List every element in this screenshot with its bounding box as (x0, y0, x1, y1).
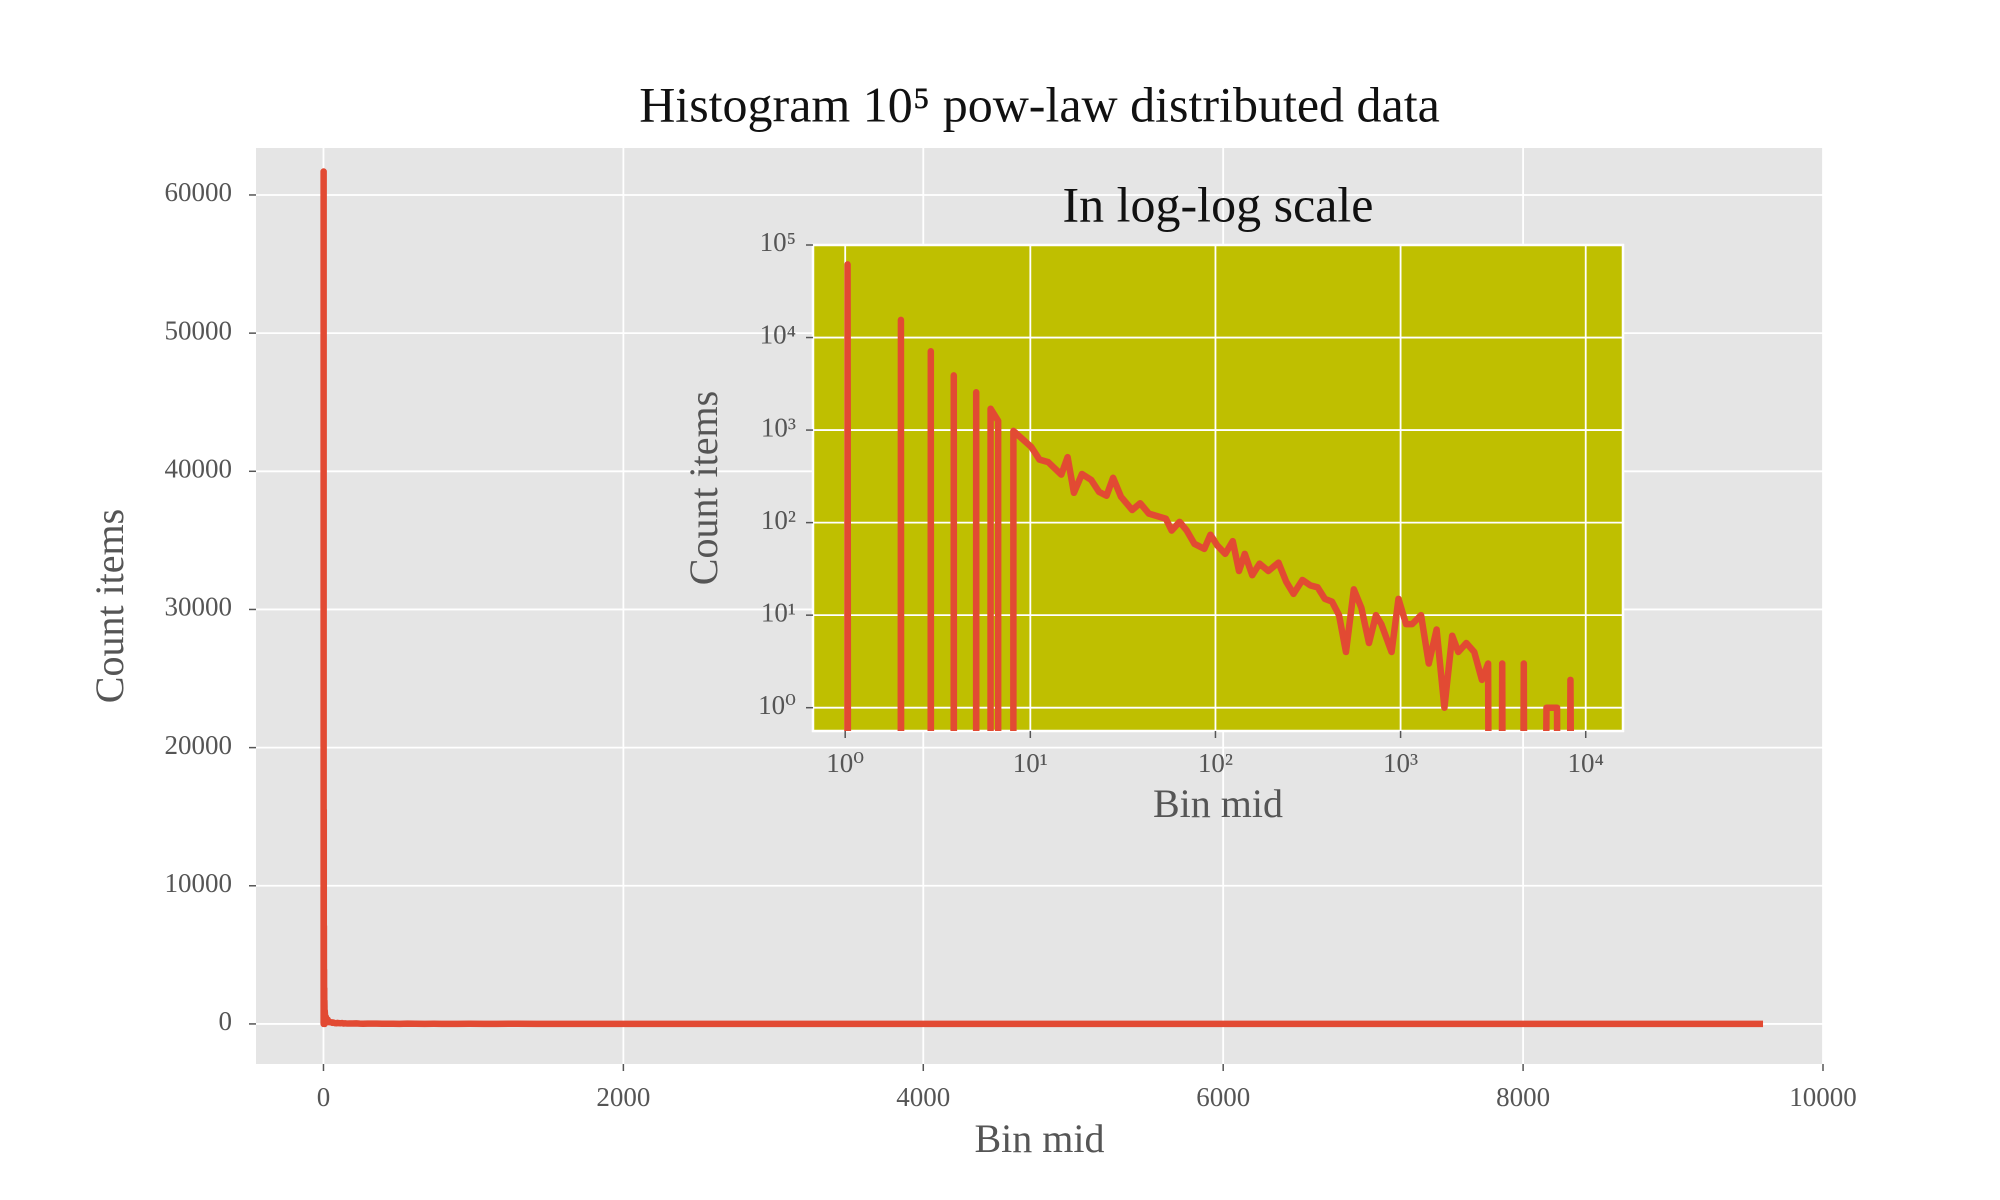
y-tick-label: 40000 (165, 453, 233, 483)
chart-title: Histogram 10⁵ pow-law distributed data (639, 76, 1440, 132)
y-tick-label: 10¹ (761, 597, 796, 627)
series-line (320, 168, 1764, 1028)
x-tick-label: 10⁰ (826, 748, 864, 778)
subplot: 10⁰ 10¹ 10² 10³ 10⁴ 10⁰ 10¹ 10² 10³ 10⁴ 10⁵ In log-… (681, 176, 1625, 826)
y-tick-label: 30000 (165, 592, 233, 622)
y-tick-label: 0 (219, 1006, 233, 1036)
y-tick-label: 10² (761, 505, 796, 535)
x-tick-label: 8000 (1496, 1082, 1550, 1112)
y-axis-label: Count items (681, 391, 726, 585)
x-tick-label: 10³ (1383, 748, 1418, 778)
series-line (844, 261, 1574, 731)
x-tick-label: 6000 (1196, 1082, 1250, 1112)
x-axis-label: Bin mid (974, 1116, 1104, 1161)
x-tick-label: 10² (1198, 748, 1233, 778)
chart-title: In log-log scale (1062, 176, 1373, 232)
x-tick-label: 0 (317, 1082, 331, 1112)
y-tick-label: 10⁰ (758, 690, 796, 720)
y-tick-label: 20000 (165, 730, 233, 760)
y-tick-label: 10⁵ (760, 227, 796, 257)
y-tick-label: 10⁴ (760, 320, 796, 350)
y-axis-label: Count items (87, 509, 132, 703)
plot-area (811, 243, 1625, 733)
x-axis-label: Bin mid (1153, 781, 1283, 826)
y-tick-label: 50000 (165, 315, 233, 345)
y-tick-label: 60000 (165, 177, 233, 207)
x-tick-label: 10000 (1789, 1082, 1857, 1112)
x-tick-label: 10⁴ (1568, 748, 1604, 778)
y-tick-label: 10000 (165, 868, 233, 898)
x-tick-label: 4000 (896, 1082, 950, 1112)
x-tick-label: 2000 (596, 1082, 650, 1112)
y-tick-label: 10³ (761, 412, 796, 442)
x-tick-label: 10¹ (1013, 748, 1048, 778)
